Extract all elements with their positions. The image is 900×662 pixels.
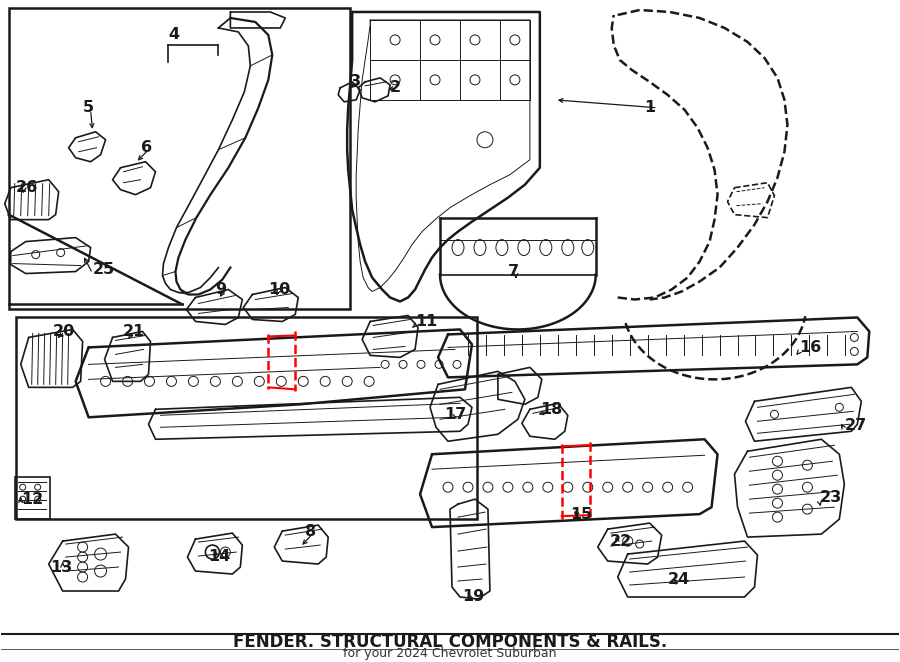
Text: 19: 19 (462, 589, 484, 604)
Text: 7: 7 (508, 264, 519, 279)
Text: 12: 12 (21, 492, 43, 506)
Text: 25: 25 (93, 262, 115, 277)
Text: 9: 9 (215, 282, 227, 297)
Text: 10: 10 (268, 282, 291, 297)
Text: for your 2024 Chevrolet Suburban: for your 2024 Chevrolet Suburban (343, 647, 557, 661)
Text: 5: 5 (83, 101, 94, 115)
Text: 6: 6 (140, 140, 151, 156)
Text: 27: 27 (844, 418, 867, 433)
Text: 22: 22 (609, 534, 632, 549)
Text: 2: 2 (390, 80, 401, 95)
Text: 18: 18 (540, 402, 562, 417)
Text: FENDER. STRUCTURAL COMPONENTS & RAILS.: FENDER. STRUCTURAL COMPONENTS & RAILS. (233, 633, 667, 651)
Text: 4: 4 (168, 27, 180, 42)
Text: 24: 24 (668, 571, 690, 587)
Text: 23: 23 (819, 490, 842, 504)
Text: 20: 20 (53, 324, 75, 339)
Bar (9, 8, 350, 309)
Text: 13: 13 (50, 559, 73, 575)
Text: 8: 8 (305, 524, 317, 539)
Bar (14, 477, 50, 519)
Text: 3: 3 (350, 74, 361, 89)
Text: 14: 14 (209, 549, 230, 563)
Text: 17: 17 (444, 407, 466, 422)
Bar (15, 318, 477, 519)
Text: 11: 11 (415, 314, 437, 329)
Text: 15: 15 (570, 506, 592, 522)
Text: 16: 16 (799, 340, 822, 355)
Text: 26: 26 (15, 180, 38, 195)
Text: 1: 1 (644, 101, 656, 115)
Text: 21: 21 (122, 324, 145, 339)
